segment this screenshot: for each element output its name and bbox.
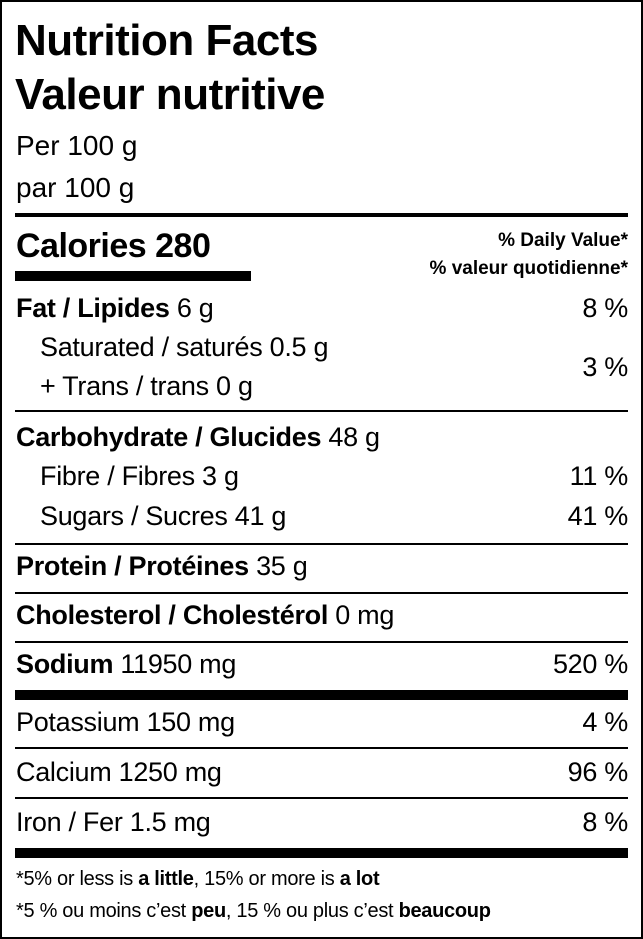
calories-label: Calories [16,227,147,265]
row-carbohydrate: Carbohydrate / Glucides 48 g [16,420,628,454]
nutrients-carbohydrate-label: Carbohydrate / Glucides [16,422,322,452]
nutrients-protein-amount: 35 g [256,551,308,581]
footnote-en-d: a lot [339,868,380,890]
calories: Calories 280 [16,226,211,266]
nutrients-protein-label: Protein / Protéines [16,551,249,581]
row-cholesterol: Cholesterol / Cholestérol 0 mg [16,598,628,632]
nutrients-iron-label: Iron / Fer [16,807,123,837]
nutrients-sugars-label: Sugars / Sucres [40,501,228,531]
divider [15,797,628,799]
nutrients-sat-trans-dv: 3 % [582,352,628,382]
nutrients-carbohydrate-amount: 48 g [328,422,380,452]
nutrients-fibre-amount: 3 g [202,461,239,491]
row-fat: Fat / Lipides 6 g 8 % [16,291,628,325]
divider [15,543,628,545]
nutrients-sodium-label: Sodium [16,649,114,679]
nutrients-sugars-amount: 41 g [234,501,287,531]
title-en: Nutrition Facts [15,16,318,65]
nutrients-trans-amount: 0 g [216,371,253,401]
divider [15,747,628,749]
nutrients-cholesterol-label: Cholesterol / Cholestérol [16,600,329,630]
nutrients-calcium-amount: 1250 mg [118,757,222,787]
footnote-fr-c: , 15 % ou plus c’est [225,900,399,922]
nutrients-iron-amount: 1.5 mg [129,807,211,837]
footnote-fr-b: peu [191,900,226,922]
nutrients-calcium-label: Calcium [16,757,112,787]
footnote-en-c: , 15% or more is [193,868,340,890]
calories-value: 280 [155,227,211,265]
row-potassium: Potassium 150 mg 4 % [16,705,628,739]
nutrients-saturated-amount: 0.5 g [269,332,329,362]
footnote-fr-a: *5 % ou moins c’est [16,900,192,922]
serving-en: Per 100 g [16,130,138,161]
footnote-fr: *5 % ou moins c’est peu, 15 % ou plus c’… [16,898,491,924]
divider [15,641,628,643]
dv-header-fr: % valeur quotidienne* [429,258,628,279]
nutrients-calcium-dv: 96 % [567,757,629,787]
nutrients-sugars-dv: 41 % [567,501,629,531]
nutrients-potassium-amount: 150 mg [146,707,236,737]
footnote-en-b: a little [138,868,194,890]
thick-divider [15,690,628,700]
dv-header-en: % Daily Value* [498,230,628,251]
row-sodium: Sodium 11950 mg 520 % [16,647,628,681]
row-protein: Protein / Protéines 35 g [16,549,628,583]
footnote-en-a: *5% or less is [16,868,139,890]
divider [15,410,628,412]
row-fibre: Fibre / Fibres 3 g 11 % [40,459,628,493]
footnote-fr-d: beaucoup [398,900,491,922]
nutrients-fibre-label: Fibre / Fibres [40,461,195,491]
title-fr: Valeur nutritive [15,70,325,119]
nutrients-potassium-label: Potassium [16,707,140,737]
nutrients-fat-label: Fat / Lipides [16,293,170,323]
nutrients-iron-dv: 8 % [582,807,628,837]
nutrients-potassium-dv: 4 % [582,707,628,737]
nutrients-sodium-dv: 520 % [552,649,628,679]
row-saturated: Saturated / saturés 0.5 g [40,330,628,364]
nutrients-saturated-label: Saturated / saturés [40,332,263,362]
nutrients-sodium-amount: 11950 mg [120,649,237,679]
calories-bar [15,271,251,281]
row-calcium: Calcium 1250 mg 96 % [16,755,628,789]
nutrients-fat-amount: 6 g [176,293,214,323]
divider [15,213,628,217]
divider [15,592,628,594]
row-trans: + Trans / trans 0 g [40,369,628,403]
nutrients-cholesterol-amount: 0 mg [335,600,395,630]
nutrients-fat-dv: 8 % [582,293,628,323]
row-iron: Iron / Fer 1.5 mg 8 % [16,805,628,839]
nutrients-trans-label: + Trans / trans [40,371,209,401]
footnote-en: *5% or less is a little, 15% or more is … [16,866,380,892]
nutrients-fibre-dv: 11 % [569,461,629,491]
row-sugars: Sugars / Sucres 41 g 41 % [40,499,628,533]
thick-divider [15,848,628,858]
serving-fr: par 100 g [16,172,135,203]
